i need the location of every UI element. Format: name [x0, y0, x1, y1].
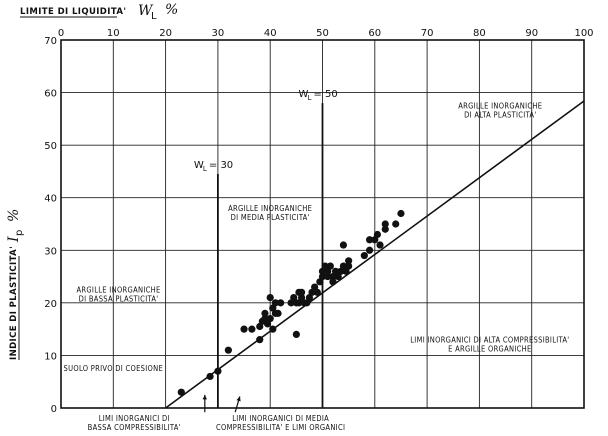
data-point [292, 330, 300, 338]
wl-boundary-subscript: L [203, 165, 207, 173]
data-point [277, 299, 285, 307]
data-point [297, 288, 306, 296]
y-axis-symbol-subscript: p [14, 230, 25, 236]
region-label: ARGILLE INORGANICHE [76, 285, 160, 294]
pointer-arrow-head [236, 396, 241, 402]
data-point [214, 367, 222, 375]
x-axis-symbol-subscript: L [151, 11, 157, 22]
data-point [224, 346, 232, 354]
data-point [345, 262, 353, 270]
y-axis-label: INDICE DI PLASTICITA' [9, 246, 19, 360]
x-tick-label: 0 [58, 28, 64, 39]
y-axis-symbol: I [6, 236, 22, 243]
data-point [240, 325, 248, 333]
data-point [373, 230, 382, 239]
region-label: LIMI INORGANICI DI MEDIA [232, 414, 329, 423]
y-axis-title: INDICE DI PLASTICITA' Ip% [6, 209, 25, 360]
data-point [392, 220, 400, 228]
a-line [165, 100, 585, 409]
pointer-arrow-head [202, 394, 207, 400]
data-point [329, 278, 337, 286]
data-point [339, 241, 348, 249]
data-point [271, 299, 280, 307]
x-tick-label: 90 [525, 28, 538, 39]
data-point [274, 309, 282, 317]
data-point [365, 236, 374, 244]
y-tick-label: 30 [44, 246, 57, 257]
data-point [324, 272, 332, 281]
data-point [261, 309, 269, 317]
y-tick-label: 0 [51, 404, 57, 415]
wl-boundary-value: = 30 [209, 160, 233, 171]
wl-boundary-value: = 50 [314, 89, 338, 100]
y-tick-label: 40 [44, 194, 57, 205]
y-axis-unit: % [6, 209, 22, 222]
region-label: ARGILLE INORGANICHE [458, 101, 542, 110]
x-tick-label: 50 [316, 28, 329, 39]
x-axis-unit: % [165, 2, 178, 18]
region-label: BASSA COMPRESSIBILITA' [88, 423, 181, 432]
region-label: DI BASSA PLASTICITA' [79, 294, 159, 303]
region-label: COMPRESSIBILITA' E LIMI ORGANICI [216, 423, 345, 432]
data-point [381, 225, 389, 233]
wl-boundary-symbol: W [299, 89, 309, 100]
data-point [269, 325, 277, 333]
x-axis-label: LIMITE DI LIQUIDITA' [20, 7, 126, 17]
data-point [345, 257, 353, 265]
x-tick-label: 100 [574, 28, 593, 39]
y-tick-label: 70 [44, 36, 57, 47]
data-point [381, 220, 389, 228]
data-point [248, 325, 256, 333]
x-tick-label: 20 [159, 28, 172, 39]
region-label: SUOLO PRIVO DI COESIONE [64, 364, 164, 373]
data-point [365, 246, 374, 254]
wl-boundary-symbol: W [194, 160, 204, 171]
data-point [318, 272, 327, 281]
y-tick-label: 60 [44, 89, 57, 100]
data-point [360, 251, 368, 260]
y-tick-label: 20 [44, 299, 57, 310]
data-point [177, 388, 185, 396]
wl-boundary-subscript: L [308, 94, 312, 102]
data-point [326, 262, 334, 270]
data-point [256, 336, 264, 344]
x-axis-symbol: W [138, 3, 154, 19]
region-label: ARGILLE INORGANICHE [228, 204, 312, 213]
x-tick-label: 30 [212, 28, 225, 39]
y-tick-label: 50 [44, 141, 57, 152]
x-tick-label: 10 [107, 28, 120, 39]
data-point [266, 294, 274, 302]
data-point [206, 372, 214, 381]
data-point [397, 209, 405, 218]
data-point [376, 241, 384, 249]
region-label: DI MEDIA PLASTICITA' [231, 213, 310, 222]
data-point [313, 288, 321, 296]
region-label: DI ALTA PLASTICITA' [464, 110, 536, 119]
region-label: E ARGILLE ORGANICHE [448, 344, 531, 353]
data-point [266, 315, 274, 323]
x-tick-label: 70 [421, 28, 434, 39]
x-tick-label: 80 [473, 28, 486, 39]
region-label: LIMI INORGANICI DI [99, 414, 170, 423]
x-tick-label: 60 [368, 28, 381, 39]
y-tick-label: 10 [44, 351, 57, 362]
region-label: LIMI INORGANICI DI ALTA COMPRESSIBILITA' [410, 335, 569, 344]
x-tick-label: 40 [264, 28, 277, 39]
